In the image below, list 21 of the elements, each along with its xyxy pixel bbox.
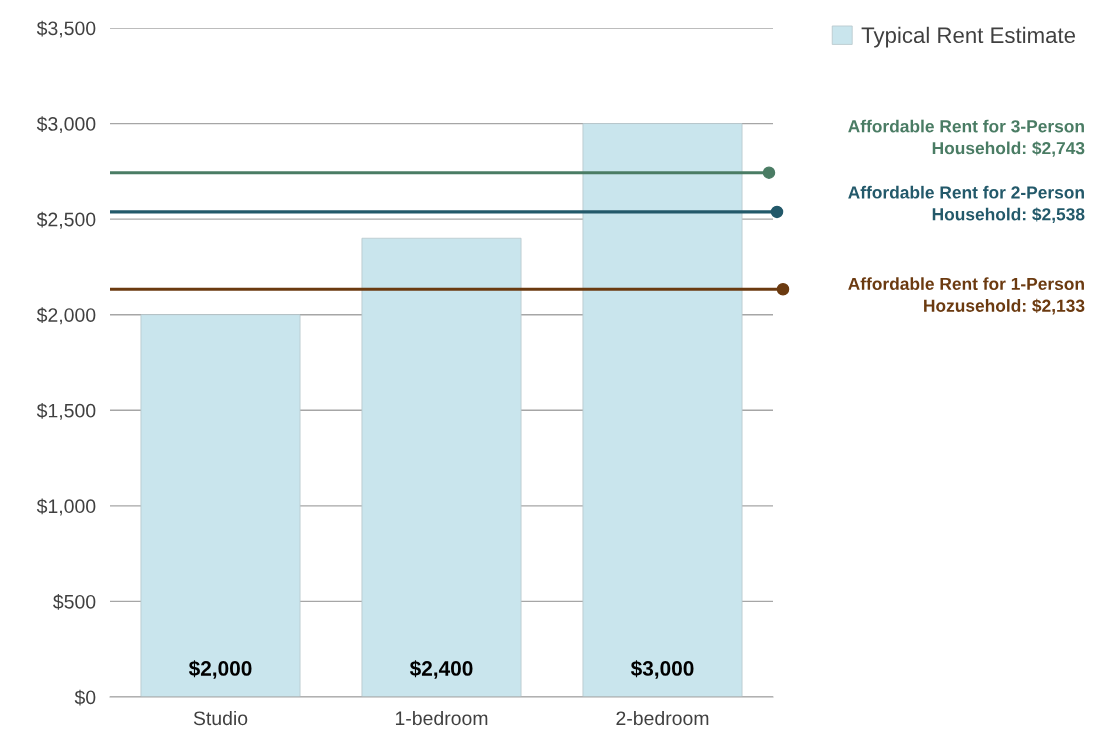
x-tick-label: Studio [193, 710, 248, 726]
y-tick-label: $2,500 [36, 211, 96, 229]
y-tick-label: $3,500 [36, 20, 96, 38]
legend-label: Typical Rent Estimate [861, 26, 1076, 48]
bar [361, 237, 522, 697]
bar [140, 314, 301, 697]
ref-line-label: Affordable Rent for 2-Person Household: $2,538 [848, 185, 1085, 223]
y-tick-label: $500 [53, 594, 96, 610]
ref-line-label: Affordable Rent for 3-Person Household: $2,743 [848, 119, 1085, 157]
y-tick-label: $2,000 [36, 307, 96, 325]
y-tick-label: $0 [74, 689, 96, 706]
x-tick-label: 1-bedroom [395, 710, 488, 726]
text: $2,400 [409, 660, 473, 679]
text: $3,000 [630, 660, 694, 679]
y-tick-label: $1,000 [36, 498, 96, 516]
ref-line-label: Affordable Rent for 1-Person Hozusehold: $2,133 [848, 277, 1085, 315]
text: $2,000 [188, 660, 252, 679]
y-tick-label: $1,500 [36, 402, 96, 420]
x-tick-label: 2-bedroom [616, 710, 709, 726]
bar [582, 123, 743, 697]
y-tick-label: $3,000 [36, 116, 96, 134]
